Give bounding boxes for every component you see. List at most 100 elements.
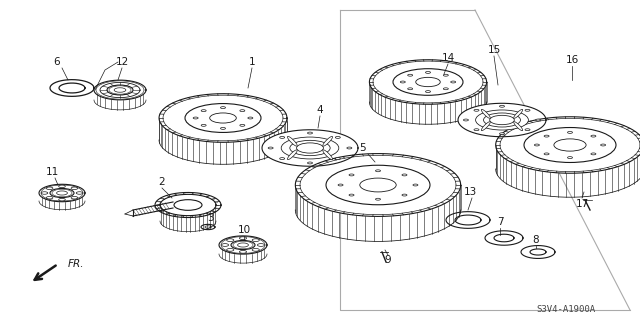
Ellipse shape (444, 88, 448, 90)
Ellipse shape (46, 187, 53, 189)
Ellipse shape (393, 69, 463, 95)
Ellipse shape (280, 137, 285, 138)
Ellipse shape (252, 249, 259, 251)
Ellipse shape (568, 157, 573, 159)
Ellipse shape (446, 211, 490, 228)
Ellipse shape (185, 104, 261, 132)
Ellipse shape (159, 94, 287, 142)
Ellipse shape (160, 194, 216, 216)
Ellipse shape (240, 110, 245, 112)
Ellipse shape (50, 189, 74, 197)
Text: 5: 5 (358, 143, 365, 153)
Ellipse shape (496, 117, 640, 173)
Ellipse shape (485, 231, 523, 245)
Ellipse shape (280, 158, 285, 160)
Ellipse shape (525, 109, 530, 111)
Text: 17: 17 (575, 199, 589, 209)
Ellipse shape (174, 200, 202, 210)
Ellipse shape (349, 194, 354, 196)
Ellipse shape (481, 122, 490, 131)
Text: 13: 13 (463, 187, 477, 197)
Ellipse shape (600, 144, 605, 146)
Ellipse shape (338, 184, 343, 186)
Ellipse shape (524, 128, 616, 162)
Ellipse shape (490, 115, 515, 125)
Ellipse shape (193, 117, 198, 119)
Ellipse shape (59, 198, 65, 201)
Ellipse shape (591, 135, 596, 137)
Ellipse shape (458, 103, 546, 137)
Ellipse shape (402, 174, 407, 176)
Ellipse shape (335, 158, 340, 160)
Text: 9: 9 (385, 255, 391, 265)
Ellipse shape (50, 80, 94, 96)
Ellipse shape (402, 194, 407, 196)
Ellipse shape (568, 131, 573, 133)
Ellipse shape (59, 185, 65, 188)
Ellipse shape (323, 137, 333, 146)
Ellipse shape (323, 150, 333, 160)
Ellipse shape (360, 178, 396, 192)
Ellipse shape (416, 77, 440, 87)
Ellipse shape (76, 192, 83, 194)
Ellipse shape (227, 239, 234, 241)
Ellipse shape (287, 137, 297, 146)
Ellipse shape (463, 119, 468, 121)
Ellipse shape (444, 74, 448, 76)
Ellipse shape (201, 124, 206, 126)
Ellipse shape (201, 110, 206, 112)
Ellipse shape (376, 170, 381, 172)
Ellipse shape (262, 130, 358, 166)
Ellipse shape (369, 60, 486, 104)
Ellipse shape (221, 128, 225, 129)
Text: 11: 11 (45, 167, 59, 177)
Ellipse shape (307, 132, 312, 134)
Text: 8: 8 (532, 235, 540, 245)
Ellipse shape (481, 109, 490, 118)
Ellipse shape (426, 71, 431, 73)
Ellipse shape (287, 150, 297, 160)
Ellipse shape (237, 243, 248, 247)
Ellipse shape (591, 153, 596, 155)
Ellipse shape (525, 129, 530, 131)
Ellipse shape (227, 249, 234, 251)
Ellipse shape (400, 81, 405, 83)
Text: 7: 7 (497, 217, 503, 227)
Text: 2: 2 (159, 177, 165, 187)
Text: 14: 14 (442, 53, 454, 63)
Ellipse shape (257, 244, 264, 246)
Ellipse shape (239, 250, 246, 253)
Polygon shape (133, 202, 173, 216)
Ellipse shape (514, 122, 523, 131)
Text: 12: 12 (115, 57, 129, 67)
Ellipse shape (252, 239, 259, 241)
Ellipse shape (56, 191, 67, 195)
Ellipse shape (41, 192, 48, 194)
Ellipse shape (499, 133, 504, 135)
Ellipse shape (240, 124, 245, 126)
Ellipse shape (107, 85, 133, 95)
Ellipse shape (408, 74, 413, 76)
Ellipse shape (71, 197, 77, 199)
Ellipse shape (248, 117, 253, 119)
Ellipse shape (268, 147, 273, 149)
Ellipse shape (474, 109, 479, 111)
Ellipse shape (451, 81, 456, 83)
Ellipse shape (514, 109, 523, 118)
Text: FR.: FR. (68, 259, 84, 269)
Text: 4: 4 (317, 105, 323, 115)
Ellipse shape (335, 137, 340, 138)
Text: 3: 3 (207, 213, 213, 223)
Ellipse shape (221, 244, 228, 246)
Ellipse shape (307, 162, 312, 164)
Ellipse shape (221, 107, 225, 108)
Ellipse shape (554, 139, 586, 151)
Ellipse shape (474, 129, 479, 131)
Ellipse shape (347, 147, 352, 149)
Ellipse shape (290, 140, 330, 156)
Text: 15: 15 (488, 45, 500, 55)
Ellipse shape (499, 105, 504, 107)
Ellipse shape (281, 137, 339, 159)
Ellipse shape (52, 189, 72, 197)
Ellipse shape (536, 119, 541, 121)
